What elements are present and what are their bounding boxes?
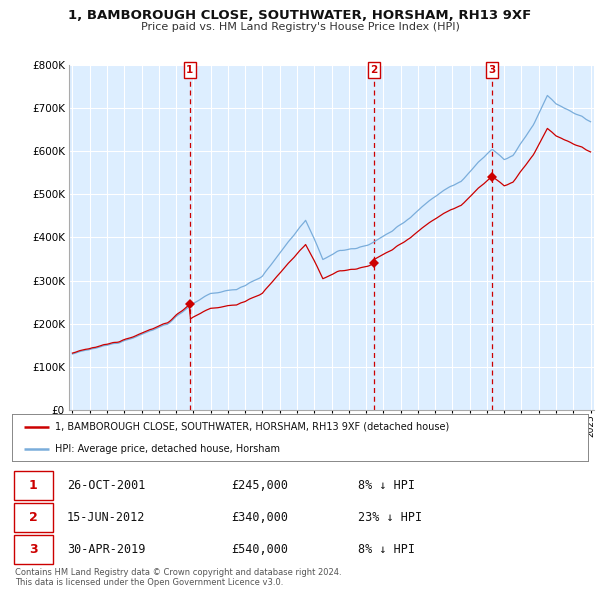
Text: 2: 2 <box>29 511 38 524</box>
Text: 1, BAMBOROUGH CLOSE, SOUTHWATER, HORSHAM, RH13 9XF (detached house): 1, BAMBOROUGH CLOSE, SOUTHWATER, HORSHAM… <box>55 422 449 432</box>
Text: 2: 2 <box>370 65 377 75</box>
Text: £340,000: £340,000 <box>231 511 288 524</box>
Text: £540,000: £540,000 <box>231 543 288 556</box>
Text: 8% ↓ HPI: 8% ↓ HPI <box>358 479 415 492</box>
Text: 1: 1 <box>186 65 193 75</box>
Text: 26-OCT-2001: 26-OCT-2001 <box>67 479 145 492</box>
FancyBboxPatch shape <box>14 503 53 532</box>
Text: 1: 1 <box>29 479 38 492</box>
Text: 3: 3 <box>488 65 496 75</box>
Text: Contains HM Land Registry data © Crown copyright and database right 2024.
This d: Contains HM Land Registry data © Crown c… <box>15 568 341 587</box>
Text: 3: 3 <box>29 543 38 556</box>
Text: 1, BAMBOROUGH CLOSE, SOUTHWATER, HORSHAM, RH13 9XF: 1, BAMBOROUGH CLOSE, SOUTHWATER, HORSHAM… <box>68 9 532 22</box>
Text: 8% ↓ HPI: 8% ↓ HPI <box>358 543 415 556</box>
Text: HPI: Average price, detached house, Horsham: HPI: Average price, detached house, Hors… <box>55 444 280 454</box>
FancyBboxPatch shape <box>14 471 53 500</box>
Text: 30-APR-2019: 30-APR-2019 <box>67 543 145 556</box>
Text: 23% ↓ HPI: 23% ↓ HPI <box>358 511 422 524</box>
Text: £245,000: £245,000 <box>231 479 288 492</box>
Text: Price paid vs. HM Land Registry's House Price Index (HPI): Price paid vs. HM Land Registry's House … <box>140 22 460 32</box>
FancyBboxPatch shape <box>14 535 53 565</box>
Text: 15-JUN-2012: 15-JUN-2012 <box>67 511 145 524</box>
